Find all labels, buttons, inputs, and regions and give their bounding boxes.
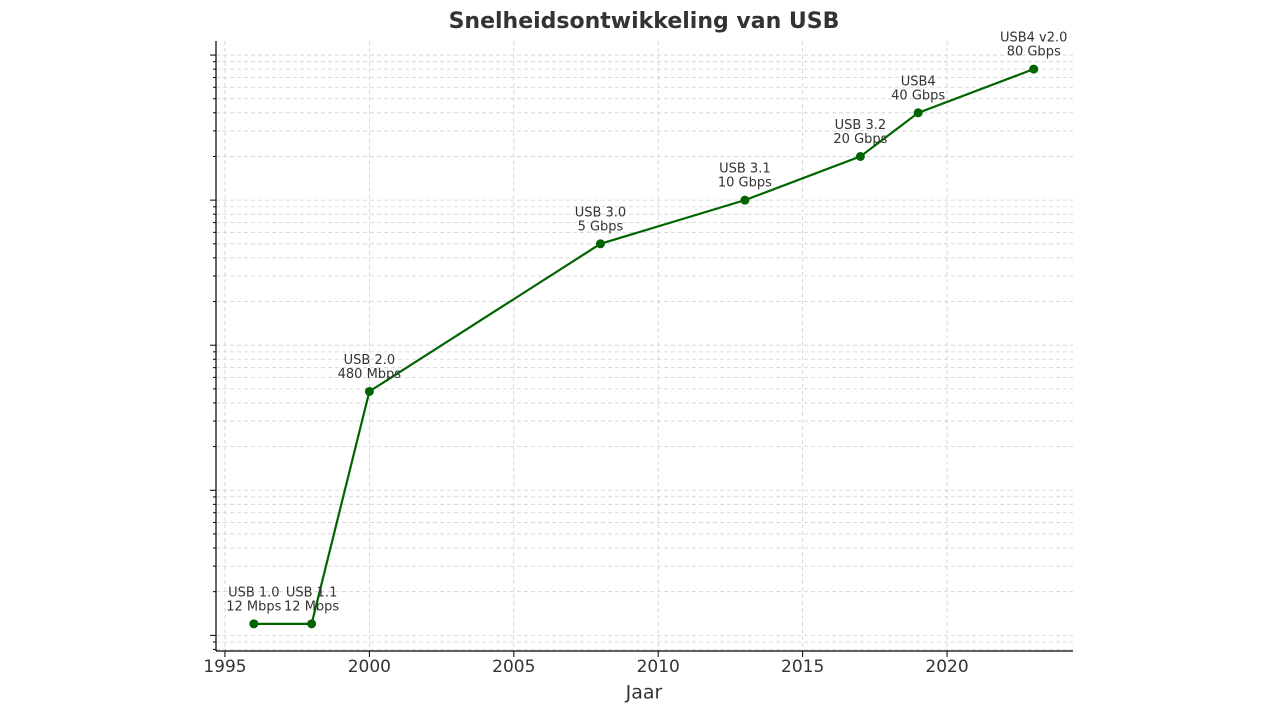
value-label: 20 Gbps — [833, 132, 887, 147]
x-tick-label: 2015 — [781, 657, 824, 677]
x-tick-label: 2005 — [492, 657, 535, 677]
data-point — [595, 239, 605, 249]
value-label: 5 Gbps — [578, 219, 624, 234]
data-point — [913, 108, 923, 118]
value-label: 480 Mbps — [338, 367, 402, 382]
data-line — [253, 68, 1035, 625]
x-tick-label: 2010 — [637, 657, 680, 677]
point-name: USB 1.0 — [228, 585, 280, 600]
x-tick-label: 1995 — [203, 657, 246, 677]
data-point — [740, 195, 750, 205]
value-label: 12 Mbps — [284, 599, 339, 614]
data-point — [1029, 64, 1039, 74]
x-tick-label: 2000 — [348, 657, 391, 677]
point-name: USB4 v2.0 — [1000, 31, 1067, 46]
point-name: USB 1.1 — [286, 585, 338, 600]
value-label: 80 Gbps — [1007, 45, 1061, 60]
point-name: USB 3.0 — [575, 205, 627, 220]
point-name: USB 2.0 — [344, 353, 396, 368]
data-point — [364, 386, 374, 396]
value-label: 10 Gbps — [718, 176, 772, 191]
chart-title: Snelheidsontwikkeling van USB — [449, 9, 840, 34]
point-name: USB 3.2 — [835, 118, 887, 133]
point-name: USB 3.1 — [719, 162, 771, 177]
data-point — [855, 151, 865, 161]
value-label: 40 Gbps — [891, 88, 945, 103]
data-point — [307, 619, 317, 629]
value-label: 12 Mbps — [226, 599, 281, 614]
x-axis-label: Jaar — [625, 682, 663, 704]
x-tick-label: 2020 — [925, 657, 968, 677]
data-point — [249, 619, 259, 629]
point-name: USB4 — [901, 74, 936, 89]
